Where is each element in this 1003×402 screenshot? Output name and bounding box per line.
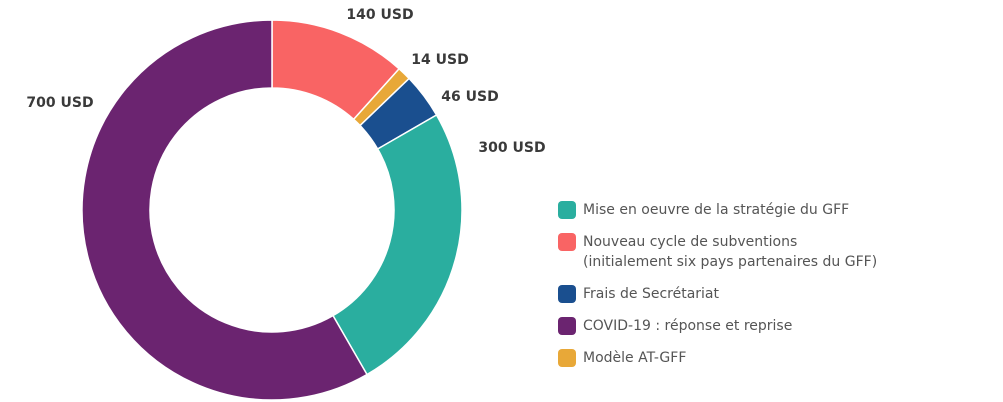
legend-item: Modèle AT-GFF [558, 348, 998, 368]
legend-swatch [558, 201, 576, 219]
legend-label: Frais de Secrétariat [583, 286, 719, 302]
donut-slice [81, 19, 369, 401]
value-label: 700 USD [26, 95, 93, 111]
value-label: 14 USD [411, 52, 468, 68]
legend-swatch [558, 285, 576, 303]
legend-item: Nouveau cycle de subventions (initialeme… [558, 232, 998, 272]
legend: Mise en oeuvre de la stratégie du GFF Nou… [558, 200, 998, 380]
donut-slice [331, 113, 463, 376]
legend-label: Nouveau cycle de subventions (initialeme… [583, 234, 878, 270]
legend-item: COVID-19 : réponse et reprise [558, 316, 998, 336]
legend-label: Mise en oeuvre de la stratégie du GFF [583, 202, 850, 218]
value-label: 300 USD [478, 140, 545, 156]
legend-label: COVID-19 : réponse et reprise [583, 318, 793, 334]
legend-label: Modèle AT-GFF [583, 350, 687, 366]
value-label: 140 USD [346, 7, 413, 23]
legend-swatch [558, 349, 576, 367]
value-label: 46 USD [441, 89, 498, 105]
legend-swatch [558, 233, 576, 251]
legend-swatch [558, 317, 576, 335]
legend-item: Mise en oeuvre de la stratégie du GFF [558, 200, 998, 220]
legend-item: Frais de Secrétariat [558, 284, 998, 304]
